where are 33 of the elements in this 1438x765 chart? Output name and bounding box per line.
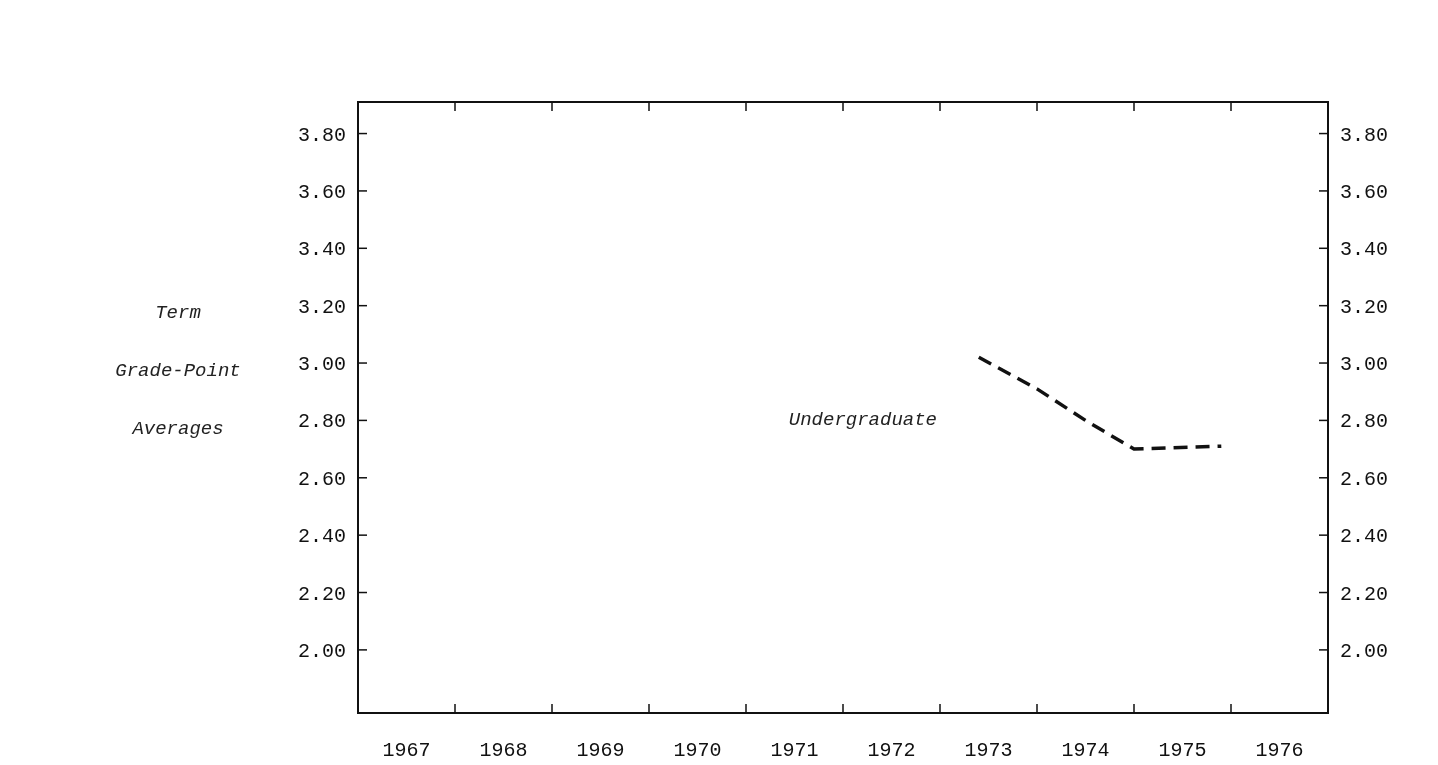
y2-tick-label: 3.00 xyxy=(1340,353,1389,377)
y2-tick-label: 3.40 xyxy=(1340,238,1389,262)
x-tick-label: 1972 xyxy=(867,739,916,762)
y-tick-label: 3.00 xyxy=(297,353,346,377)
y2-tick-label: 3.80 xyxy=(1340,123,1389,147)
y2-tick-label: 2.40 xyxy=(1340,525,1389,549)
y-tick-label: 2.00 xyxy=(297,639,346,663)
y2-tick-label: 2.00 xyxy=(1340,639,1389,663)
y-tick-label: 2.40 xyxy=(297,525,346,549)
text: Term Grade-Point Averages xyxy=(115,301,241,440)
y2-tick-label: 2.20 xyxy=(1340,582,1389,606)
y-tick-label: 2.20 xyxy=(297,582,346,606)
x-tick-label: 1973 xyxy=(964,739,1013,762)
y-tick-label: 3.20 xyxy=(297,295,346,319)
x-tick-label: 1970 xyxy=(673,739,722,762)
y2-tick-label: 2.80 xyxy=(1340,410,1389,434)
x-tick-label: 1975 xyxy=(1158,739,1207,762)
x-tick-label: 1976 xyxy=(1255,739,1304,762)
x-tick-label: 1974 xyxy=(1061,739,1110,762)
y2-tick-label: 3.60 xyxy=(1340,180,1389,204)
y-tick-label: 3.80 xyxy=(297,123,346,147)
y-tick-label: 3.60 xyxy=(297,180,346,204)
y-tick-label: 3.40 xyxy=(297,238,346,262)
y-tick-label: 2.80 xyxy=(297,410,346,434)
y2-tick-label: 3.20 xyxy=(1340,295,1389,319)
y2-tick-label: 2.60 xyxy=(1340,467,1389,491)
y-tick-label: 2.60 xyxy=(297,467,346,491)
x-tick-label: 1967 xyxy=(382,739,431,762)
text: Undergraduate xyxy=(788,409,938,432)
x-tick-label: 1971 xyxy=(770,739,819,762)
x-tick-label: 1968 xyxy=(479,739,528,762)
line-series xyxy=(977,355,1224,451)
x-tick-label: 1969 xyxy=(576,739,625,762)
